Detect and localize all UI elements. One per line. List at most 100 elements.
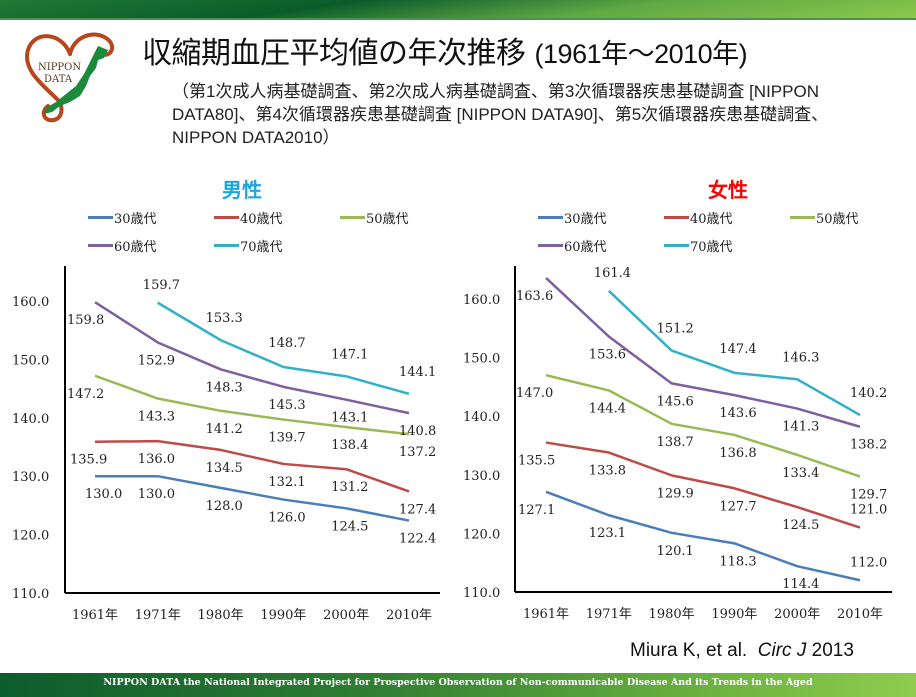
citation-year: 2013	[811, 640, 854, 661]
legend-swatch	[664, 244, 689, 247]
heart-ribbon-icon	[25, 32, 115, 123]
female-x-tick-label: 1980年	[649, 607, 695, 622]
male-data-label: 132.1	[268, 475, 305, 490]
male-y-tick-label: 120.0	[12, 529, 49, 544]
male-y-tick-label: 130.0	[12, 470, 49, 485]
legend-label: 40歳代	[240, 212, 283, 227]
male-data-label: 148.7	[268, 336, 305, 351]
female-x-tick-label: 2010年	[837, 607, 883, 622]
japan-map-icon	[44, 46, 108, 114]
male-series-60s-line	[94, 301, 410, 415]
male-data-label: 159.8	[67, 313, 104, 328]
male-x-tick-label: 2000年	[323, 608, 369, 623]
female-y-tick-label: 120.0	[463, 527, 500, 542]
female-y-tick-label: 130.0	[463, 469, 500, 484]
female-data-label: 135.5	[518, 454, 555, 469]
top-banner-divider	[0, 18, 916, 20]
male-data-label: 147.2	[67, 387, 104, 402]
male-data-label: 124.5	[331, 519, 368, 534]
male-x-tick-label: 1980年	[198, 608, 244, 623]
female-chart-title: 女性	[708, 178, 748, 202]
top-banner	[0, 0, 916, 18]
legend-item-30s: 30歳代	[538, 208, 607, 227]
legend-label: 60歳代	[114, 240, 157, 255]
male-data-label: 138.4	[331, 438, 368, 453]
legend-item-50s: 50歳代	[790, 208, 859, 227]
legend-item-70s: 70歳代	[214, 236, 283, 255]
male-y-tick-label: 160.0	[12, 295, 49, 310]
female-data-label: 138.2	[850, 438, 887, 453]
male-x-tick-label: 1961年	[72, 608, 118, 623]
male-y-tick-label: 140.0	[12, 412, 49, 427]
footer-text: NIPPON DATA the National Integrated Proj…	[103, 677, 813, 688]
male-series-40s-line	[94, 439, 410, 493]
female-data-label: 141.3	[782, 420, 819, 435]
legend-swatch	[790, 216, 815, 219]
legend-swatch	[538, 216, 563, 219]
legend-label: 50歳代	[366, 212, 409, 227]
female-x-tick-label: 1990年	[711, 607, 757, 622]
male-data-label: 136.0	[138, 452, 175, 467]
citation-journal: Circ J	[757, 640, 807, 661]
female-y-tick-label: 140.0	[463, 410, 500, 425]
female-data-label: 151.2	[657, 322, 694, 337]
female-data-label: 123.1	[589, 526, 626, 541]
male-data-label: 137.2	[399, 445, 436, 460]
legend-swatch	[88, 244, 113, 247]
male-data-label: 159.7	[143, 278, 180, 293]
female-data-label: 147.0	[516, 386, 553, 401]
male-data-label: 140.8	[399, 424, 436, 439]
female-y-tick-label: 160.0	[463, 293, 500, 308]
legend-item-60s: 60歳代	[538, 236, 607, 255]
legend-item-70s: 70歳代	[664, 236, 733, 255]
legend-item-40s: 40歳代	[664, 208, 733, 227]
female-series-60s-line	[545, 276, 861, 428]
male-data-label: 126.0	[268, 511, 305, 526]
legend-label: 30歳代	[564, 212, 607, 227]
male-data-label: 153.3	[206, 311, 243, 326]
citation-authors: Miura K, et al.	[630, 640, 748, 661]
legend-label: 50歳代	[816, 212, 859, 227]
female-data-label: 112.0	[850, 555, 887, 570]
male-data-label: 139.7	[268, 431, 305, 446]
female-data-label: 133.8	[589, 464, 626, 479]
legend-swatch	[664, 216, 689, 219]
female-data-label: 118.3	[719, 554, 756, 569]
legend-item-30s: 30歳代	[88, 208, 157, 227]
legend-label: 30歳代	[114, 212, 157, 227]
male-data-label: 145.3	[268, 398, 305, 413]
female-data-label: 138.7	[657, 435, 694, 450]
page-title: 収縮期血圧平均値の年次推移 (1961年～2010年)	[142, 28, 748, 72]
male-data-label: 144.1	[399, 365, 436, 380]
legend-item-60s: 60歳代	[88, 236, 157, 255]
male-data-label: 152.9	[138, 353, 175, 368]
female-data-label: 146.3	[782, 350, 819, 365]
male-x-tick-label: 2010年	[386, 608, 432, 623]
legend-item-40s: 40歳代	[214, 208, 283, 227]
female-series-40s-line	[545, 441, 861, 529]
female-series-50s-line	[545, 373, 861, 478]
female-y-tick-label: 110.0	[463, 586, 500, 601]
male-data-label: 141.2	[206, 422, 243, 437]
male-data-label: 128.0	[206, 499, 243, 514]
male-series-30s-line	[95, 474, 410, 522]
female-data-label: 161.4	[594, 266, 631, 281]
male-data-label: 127.4	[399, 502, 436, 517]
logo-text-nippon: NIPPON	[38, 62, 81, 73]
female-data-label: 129.7	[850, 488, 887, 503]
female-data-label: 114.4	[782, 577, 819, 592]
female-data-label: 133.4	[782, 466, 819, 481]
legend-label: 40歳代	[690, 212, 733, 227]
male-data-label: 131.2	[331, 480, 368, 495]
female-data-label: 127.1	[518, 503, 555, 518]
female-y-tick-label: 150.0	[463, 352, 500, 367]
female-data-label: 143.6	[719, 406, 756, 421]
male-data-label: 130.0	[85, 487, 122, 502]
female-data-label: 136.8	[719, 446, 756, 461]
legend-swatch	[214, 216, 239, 219]
page-title-main: 収縮期血圧平均値の年次推移	[142, 36, 526, 71]
female-data-label: 129.9	[657, 486, 694, 501]
male-data-label: 130.0	[138, 487, 175, 502]
female-data-label: 145.6	[657, 394, 694, 409]
